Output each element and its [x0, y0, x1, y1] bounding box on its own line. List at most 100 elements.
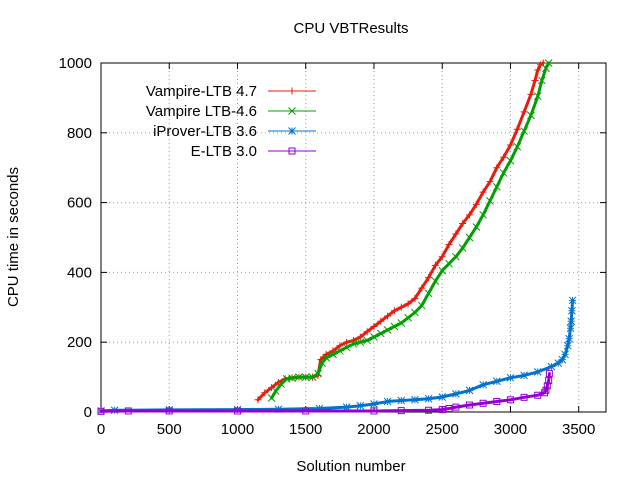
data-point	[322, 354, 331, 362]
data-point	[452, 403, 460, 411]
data-point	[554, 359, 563, 367]
data-point	[520, 127, 528, 135]
y-tick-label: 800	[67, 125, 92, 142]
data-point	[479, 210, 488, 219]
data-point	[370, 333, 378, 341]
y-tick-label: 200	[67, 334, 92, 351]
data-point	[343, 338, 351, 346]
legend-entry: iProver-LTB 3.6	[153, 123, 316, 140]
x-axis-label: Solution number	[296, 458, 405, 475]
data-point	[424, 289, 433, 298]
data-point	[397, 303, 405, 311]
data-point	[500, 153, 508, 161]
data-point	[499, 169, 508, 177]
data-point	[479, 380, 488, 389]
data-point	[315, 404, 324, 413]
data-point	[233, 407, 241, 415]
data-point	[274, 378, 282, 386]
legend-marker	[288, 107, 296, 115]
data-point	[563, 341, 572, 350]
data-point	[438, 253, 446, 261]
data-point	[390, 307, 398, 315]
x-tick-label: 1000	[221, 421, 254, 438]
data-point	[479, 399, 487, 407]
legend-label: Vampire-LTB 4.7	[146, 83, 257, 100]
data-point	[384, 312, 392, 320]
data-point	[97, 407, 105, 415]
x-tick-label: 2500	[426, 421, 459, 438]
x-tick-label: 1500	[289, 421, 322, 438]
data-point	[558, 355, 567, 364]
data-point	[397, 319, 406, 327]
data-point	[479, 188, 487, 196]
data-point	[533, 368, 542, 376]
data-point	[274, 405, 283, 414]
data-point	[431, 277, 440, 285]
data-point	[527, 111, 535, 120]
series-line	[270, 61, 551, 400]
data-point	[383, 397, 392, 406]
data-point	[336, 342, 344, 350]
data-point	[534, 391, 542, 399]
legend-label: Vampire LTB-4.6	[146, 103, 257, 120]
x-tick-label: 500	[157, 421, 182, 438]
data-point	[566, 324, 575, 333]
data-point	[506, 396, 514, 404]
data-point	[534, 66, 542, 74]
legend-entry: E-LTB 3.0	[191, 143, 316, 160]
data-point	[547, 362, 556, 371]
data-point	[314, 369, 322, 378]
data-point	[543, 382, 551, 390]
data-point	[424, 394, 433, 403]
data-point	[308, 373, 317, 381]
data-point	[568, 306, 576, 315]
legend-entry: Vampire-LTB 4.7	[146, 83, 316, 100]
data-point	[466, 211, 474, 219]
data-point	[295, 373, 303, 381]
series-e-ltb-3-0	[97, 370, 553, 415]
data-point	[438, 406, 446, 414]
data-point	[445, 259, 453, 268]
legend-marker	[288, 147, 296, 155]
data-point	[438, 266, 447, 275]
data-point	[513, 142, 522, 151]
data-point	[383, 326, 392, 334]
data-point	[545, 377, 553, 385]
data-point	[465, 233, 474, 242]
data-point	[452, 230, 460, 238]
data-point	[438, 393, 447, 401]
data-point	[370, 407, 378, 415]
data-point	[452, 252, 460, 261]
data-point	[520, 371, 528, 380]
data-point	[513, 125, 521, 133]
data-point	[267, 394, 276, 402]
data-point	[356, 338, 365, 347]
data-point	[342, 343, 351, 352]
data-point	[472, 200, 480, 208]
data-point	[561, 350, 569, 359]
data-point	[520, 393, 528, 401]
x-tick-label: 2000	[357, 421, 390, 438]
legend-label: iProver-LTB 3.6	[153, 123, 257, 140]
data-point	[425, 406, 433, 414]
data-point	[544, 59, 553, 67]
legend-label: E-LTB 3.0	[191, 143, 257, 160]
data-point	[565, 334, 574, 343]
data-point	[301, 373, 310, 381]
series-line	[256, 61, 545, 402]
y-axis-label: CPU time in seconds	[5, 167, 22, 307]
data-point	[493, 164, 501, 172]
data-point	[417, 301, 426, 310]
data-point	[506, 373, 515, 382]
data-point	[165, 407, 173, 415]
data-point	[404, 300, 412, 308]
data-point	[370, 400, 378, 408]
data-point	[531, 76, 539, 84]
data-point	[271, 387, 280, 395]
data-point	[356, 401, 365, 410]
series-line	[99, 372, 551, 413]
data-point	[370, 322, 378, 330]
data-point	[342, 403, 351, 411]
y-tick-label: 400	[67, 264, 92, 281]
data-point	[568, 296, 577, 305]
